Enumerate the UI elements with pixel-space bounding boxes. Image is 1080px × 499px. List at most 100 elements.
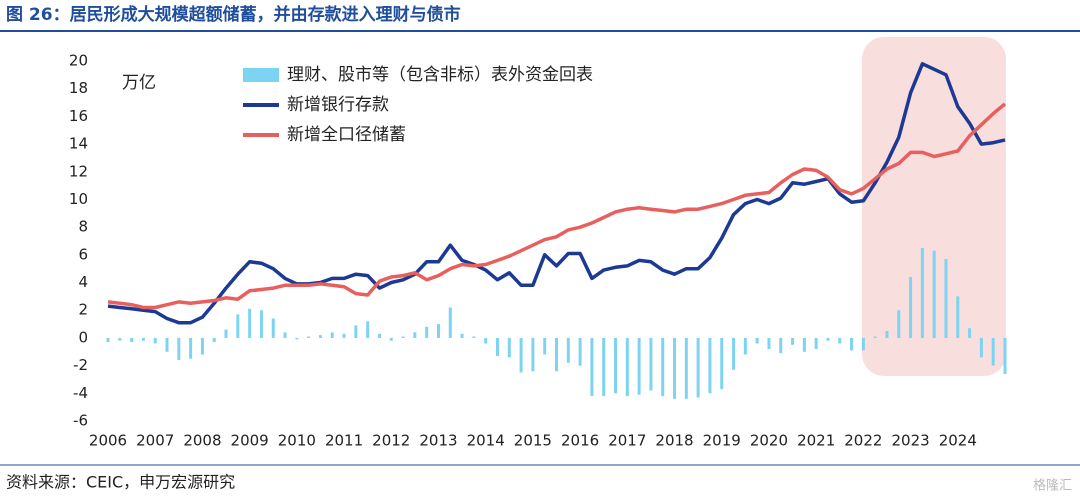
bar — [342, 333, 346, 338]
bar — [767, 337, 771, 349]
bar — [909, 277, 913, 338]
y-tick-label: -6 — [73, 412, 88, 430]
bar — [389, 337, 393, 341]
x-tick-label: 2021 — [797, 432, 835, 450]
legend-label: 理财、股市等（包含非标）表外资金回表 — [287, 65, 593, 85]
bar — [861, 337, 865, 351]
x-tick-label: 2009 — [231, 432, 269, 450]
y-tick-label: -4 — [73, 384, 88, 402]
x-tick-label: 2020 — [750, 432, 788, 450]
bar — [826, 337, 830, 341]
x-tick-label: 2016 — [561, 432, 599, 450]
bar — [684, 337, 688, 399]
x-tick-label: 2017 — [608, 432, 646, 450]
bar — [259, 310, 263, 338]
bar — [118, 337, 122, 341]
bar — [897, 310, 901, 338]
bar — [649, 337, 653, 391]
bar — [1003, 337, 1007, 374]
x-tick-label: 2008 — [183, 432, 221, 450]
bar — [507, 337, 511, 358]
x-tick-label: 2019 — [703, 432, 741, 450]
x-tick-label: 2012 — [372, 432, 410, 450]
bar — [413, 332, 417, 338]
bar — [850, 337, 854, 351]
bar — [590, 337, 594, 397]
y-tick-label: 8 — [78, 218, 88, 236]
x-tick-label: 2023 — [891, 432, 929, 450]
x-tick-label: 2018 — [655, 432, 693, 450]
bar — [979, 337, 983, 358]
bar — [802, 337, 806, 352]
bar — [743, 337, 747, 355]
bar — [283, 332, 287, 338]
bar — [248, 308, 252, 338]
source: 资料来源：CEIC，申万宏源研究 — [6, 473, 235, 492]
bar — [141, 337, 145, 341]
unit-label: 万亿 — [122, 73, 156, 93]
x-tick-label: 2015 — [514, 432, 552, 450]
y-tick-label: 12 — [69, 162, 88, 180]
legend-swatch — [243, 68, 279, 82]
bar — [637, 337, 641, 395]
bar — [106, 337, 110, 343]
bar — [968, 328, 972, 338]
y-tick-label: 0 — [78, 328, 88, 346]
bar — [791, 337, 795, 345]
bar — [673, 337, 677, 399]
y-tick-label: -2 — [73, 356, 88, 374]
bar — [779, 337, 783, 354]
bar — [177, 337, 181, 361]
bar — [838, 337, 842, 344]
bar — [602, 337, 606, 397]
bar — [614, 337, 618, 394]
watermark: 格隆汇 — [1033, 478, 1072, 494]
bar — [696, 337, 700, 398]
y-tick-label: 18 — [69, 79, 88, 97]
bar — [224, 329, 228, 338]
y-tick-label: 14 — [69, 135, 88, 153]
bar — [295, 337, 299, 340]
x-tick-label: 2014 — [467, 432, 505, 450]
bar — [543, 337, 547, 355]
bar — [956, 296, 960, 338]
bar — [200, 337, 204, 355]
x-tick-label: 2010 — [278, 432, 316, 450]
bar — [377, 333, 381, 338]
bar — [991, 337, 995, 366]
chart-title: 图 26：居民形成大规模超额储蓄，并由存款进入理财与债市 — [6, 4, 461, 25]
bar — [484, 337, 488, 344]
bar — [425, 326, 429, 338]
bar — [472, 336, 476, 338]
bar — [566, 337, 570, 363]
bar — [366, 321, 370, 338]
bar — [519, 337, 523, 373]
bar — [885, 331, 889, 338]
y-tick-label: 20 — [69, 52, 88, 70]
y-tick-label: 4 — [78, 273, 88, 291]
bar — [873, 336, 877, 338]
bar — [307, 336, 311, 338]
x-tick-label: 2006 — [89, 432, 127, 450]
bar — [153, 337, 157, 344]
bar — [189, 337, 193, 359]
bar — [354, 325, 358, 338]
bar — [625, 337, 629, 397]
bar — [318, 335, 322, 338]
y-tick-label: 2 — [78, 301, 88, 319]
bar — [212, 337, 216, 343]
bar — [944, 259, 948, 338]
bar — [932, 250, 936, 338]
x-tick-label: 2011 — [325, 432, 363, 450]
bar — [401, 336, 405, 338]
bar — [448, 307, 452, 338]
x-tick-label: 2013 — [419, 432, 457, 450]
bar — [555, 337, 558, 372]
bar — [814, 337, 818, 349]
bar — [436, 324, 440, 338]
line — [107, 62, 1006, 325]
bar — [271, 318, 275, 338]
bar — [708, 337, 712, 394]
bar — [661, 337, 665, 397]
